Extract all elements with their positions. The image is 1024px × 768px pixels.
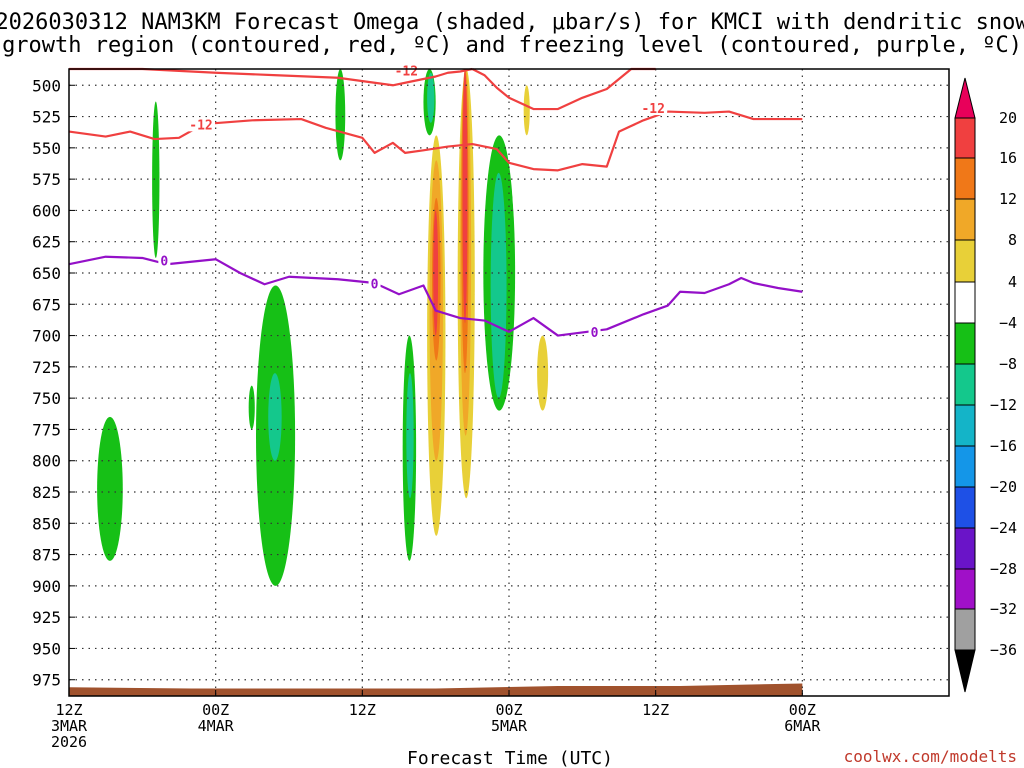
omega-shade-8 xyxy=(372,69,418,211)
omega-shade-23 xyxy=(462,69,468,324)
omega-shade-31 xyxy=(638,545,646,571)
x-tick-label-4-1: 12Z xyxy=(642,701,669,719)
contour-line-2 xyxy=(471,67,656,111)
contour-line-0 xyxy=(69,67,473,87)
omega-shade-27 xyxy=(523,85,530,136)
colorbar-swatch-12 xyxy=(954,608,976,651)
y-tick-label-525: 525 xyxy=(32,108,61,127)
x-tick-label-1-2: 4MAR xyxy=(198,717,235,735)
omega-shade-1 xyxy=(152,101,160,258)
contour-label-1: -12 xyxy=(641,102,664,117)
colorbar-label-6: −8 xyxy=(999,355,1017,373)
omega-shade-11 xyxy=(406,373,414,499)
omega-shade-7 xyxy=(357,210,393,411)
y-tick-label-650: 650 xyxy=(32,264,61,283)
colorbar-swatch-10 xyxy=(954,527,976,570)
x-tick-label-0-2: 3MAR xyxy=(51,717,88,735)
colorbar-swatch-5 xyxy=(954,322,976,365)
contour-label-5: 0 xyxy=(591,326,599,341)
colorbar-label-5: −4 xyxy=(999,314,1017,332)
colorbar-swatch-0 xyxy=(954,117,976,159)
contour-label-bg-4 xyxy=(368,276,381,291)
colorbar-label-9: −20 xyxy=(990,478,1017,496)
x-tick-label-0-1: 12Z xyxy=(55,701,82,719)
colorbar-swatch-1 xyxy=(954,157,976,200)
contour-label-0: -12 xyxy=(189,118,212,133)
colorbar-label-1: 16 xyxy=(999,149,1017,167)
y-tick-label-600: 600 xyxy=(32,201,61,220)
omega-shade-30 xyxy=(619,535,629,574)
x-tick-label-2-1: 12Z xyxy=(349,701,376,719)
y-tick-label-825: 825 xyxy=(32,483,61,502)
colorbar-bottom-arrow xyxy=(954,649,976,693)
y-tick-label-900: 900 xyxy=(32,577,61,596)
terrain-fill xyxy=(69,683,803,696)
contour-label-bg-1 xyxy=(639,101,668,116)
credit-text: coolwx.com/modelts xyxy=(844,747,1017,766)
omega-shade-14 xyxy=(427,72,435,123)
y-tick-label-675: 675 xyxy=(32,295,61,314)
colorbar-label-11: −28 xyxy=(990,560,1017,578)
colorbar-label-4: 4 xyxy=(1008,273,1017,291)
colorbar-swatch-9 xyxy=(954,486,976,529)
omega-shade-2 xyxy=(335,69,346,161)
colorbar-swatch-2 xyxy=(954,198,976,241)
contour-label-4: 0 xyxy=(371,277,379,292)
x-tick-label-3-2: 5MAR xyxy=(491,717,528,735)
y-tick-label-875: 875 xyxy=(32,546,61,565)
colorbar-label-3: 8 xyxy=(1008,231,1017,249)
omega-shade-0 xyxy=(174,69,187,148)
omega-shade-5 xyxy=(268,373,282,461)
y-tick-label-700: 700 xyxy=(32,327,61,346)
contour-label-bg-0 xyxy=(187,117,215,132)
y-tick-label-850: 850 xyxy=(32,514,61,533)
contour-line-3 xyxy=(68,255,803,337)
chart-title-line2: growth region (contoured, red, ºC) and f… xyxy=(2,33,1022,58)
plot-area: -12 -12 -12 0 0 0 xyxy=(68,63,950,697)
contour-label-3: 0 xyxy=(160,255,168,270)
y-tick-label-925: 925 xyxy=(32,608,61,627)
x-axis-title: Forecast Time (UTC) xyxy=(407,748,613,768)
colorbar-label-12: −32 xyxy=(990,600,1017,618)
y-tick-label-950: 950 xyxy=(32,639,61,658)
y-tick-label-750: 750 xyxy=(32,389,61,408)
x-tick-label-3-1: 00Z xyxy=(495,701,522,719)
y-tick-label-725: 725 xyxy=(32,358,61,377)
contour-label-bg-3 xyxy=(158,253,171,268)
x-tick-label-1-1: 00Z xyxy=(202,701,229,719)
colorbar-label-10: −24 xyxy=(990,519,1017,537)
colorbar-swatch-4 xyxy=(954,281,976,324)
colorbar-swatch-3 xyxy=(954,239,976,283)
y-tick-label-500: 500 xyxy=(32,76,61,95)
contour-label-2: -12 xyxy=(395,65,418,80)
y-tick-label-575: 575 xyxy=(32,170,61,189)
y-tick-label-625: 625 xyxy=(32,233,61,252)
y-tick-label-775: 775 xyxy=(32,420,61,439)
y-tick-label-550: 550 xyxy=(32,139,61,158)
x-tick-label-5-1: 00Z xyxy=(789,701,816,719)
colorbar-swatch-8 xyxy=(954,445,976,488)
omega-shade-6 xyxy=(248,385,255,430)
contour-label-bg-5 xyxy=(588,325,601,340)
colorbar-swatch-11 xyxy=(954,568,976,610)
colorbar-label-2: 12 xyxy=(999,190,1017,208)
colorbar-label-0: 20 xyxy=(999,109,1017,127)
x-tick-label-5-2: 6MAR xyxy=(784,717,821,735)
omega-shade-25 xyxy=(490,172,507,399)
y-tick-label-975: 975 xyxy=(32,671,61,690)
colorbar-label-7: −12 xyxy=(990,396,1017,414)
colorbar-label-8: −16 xyxy=(990,437,1017,455)
colorbar-swatch-7 xyxy=(954,404,976,447)
omega-shade-3 xyxy=(97,416,123,561)
colorbar-swatch-6 xyxy=(954,363,976,406)
colorbar-top-arrow xyxy=(954,77,976,119)
x-tick-label-0-3: 2026 xyxy=(51,733,87,751)
colorbar-label-13: −36 xyxy=(990,641,1017,659)
chart-title-line1: 2026030312 NAM3KM Forecast Omega (shaded… xyxy=(0,10,1024,35)
y-tick-label-800: 800 xyxy=(32,452,61,471)
omega-shade-29 xyxy=(537,335,549,411)
contour-label-bg-2 xyxy=(392,63,421,78)
